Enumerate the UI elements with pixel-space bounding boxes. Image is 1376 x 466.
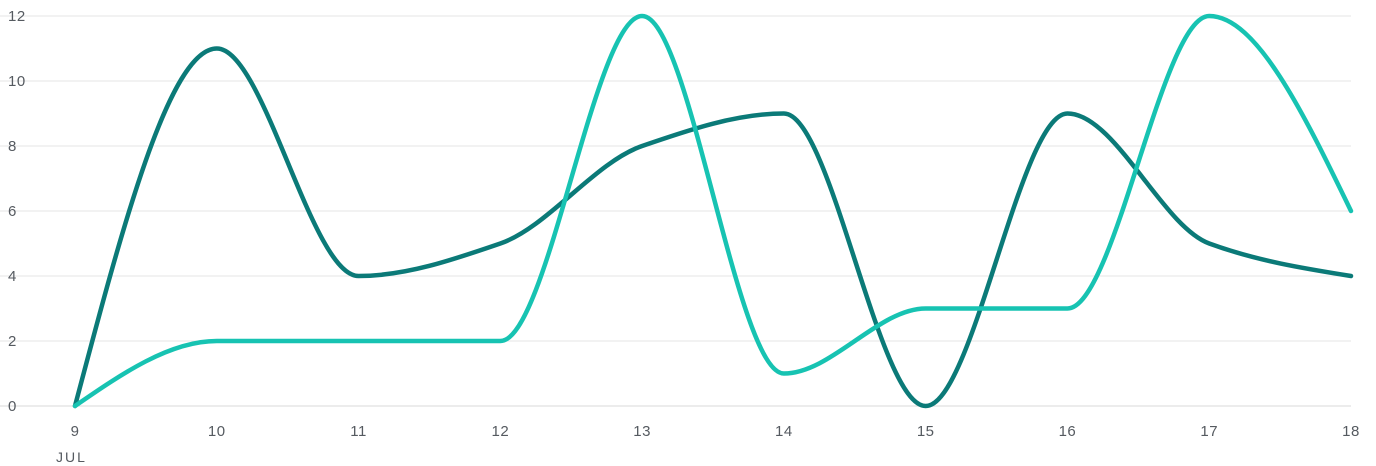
series-line-2 [72,13,1354,409]
y-tick-label: 6 [8,203,17,220]
x-tick-label: 9 [71,423,80,440]
series-layer [72,13,1354,409]
y-tick-label: 4 [8,268,17,285]
x-tick-label: 11 [350,423,367,440]
x-axis-labels: 9 10 11 12 13 14 15 16 17 18 [71,423,1360,440]
series-line-1 [72,46,1354,409]
y-tick-label: 2 [8,333,17,350]
x-tick-label: 15 [917,423,935,440]
grid-layer [0,15,1351,407]
y-tick-label: 8 [8,138,17,155]
y-tick-label: 10 [8,73,26,90]
x-tick-label: 10 [208,423,226,440]
x-tick-label: 17 [1200,423,1218,440]
x-tick-label: 16 [1059,423,1077,440]
x-tick-label: 14 [775,423,793,440]
y-tick-label: 12 [8,8,26,25]
x-tick-label: 18 [1342,423,1360,440]
y-tick-label: 0 [8,398,17,415]
x-tick-label: 13 [633,423,651,440]
x-tick-label: 12 [491,423,509,440]
x-axis-month-label: JUL [56,449,87,465]
y-axis-labels: 0 2 4 6 8 10 12 [8,8,26,415]
